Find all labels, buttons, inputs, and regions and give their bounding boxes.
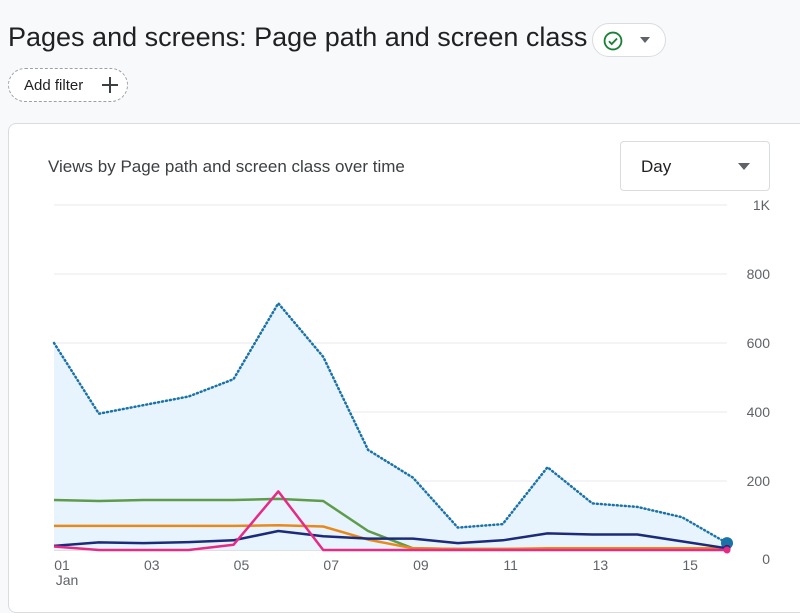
check-circle-icon bbox=[603, 31, 623, 51]
x-tick-label: 09 bbox=[413, 557, 429, 573]
plus-icon bbox=[102, 77, 118, 93]
chart-title: Views by Page path and screen class over… bbox=[48, 157, 405, 176]
x-tick-label: 11 bbox=[503, 557, 518, 573]
x-tick-label: 01 bbox=[54, 557, 70, 573]
add-filter-button[interactable]: Add filter bbox=[8, 68, 128, 102]
series-line-5 bbox=[53, 490, 727, 552]
y-tick-label: 400 bbox=[747, 404, 771, 420]
series-endpoint bbox=[723, 546, 731, 554]
page-title: Pages and screens: Page path and screen … bbox=[8, 22, 588, 52]
granularity-select[interactable]: Day bbox=[620, 141, 770, 191]
series-line-3 bbox=[54, 523, 727, 551]
dropdown-arrow-icon bbox=[738, 163, 750, 170]
series-endpoint bbox=[721, 537, 733, 550]
x-tick-label: 07 bbox=[323, 557, 339, 573]
series-line-1 bbox=[52, 302, 729, 545]
y-tick-label: 800 bbox=[747, 266, 771, 282]
series-area bbox=[54, 303, 727, 550]
y-tick-label: 200 bbox=[747, 473, 771, 489]
x-tick-sublabel: Jan bbox=[56, 572, 79, 588]
y-tick-label: 600 bbox=[747, 335, 771, 351]
x-tick-label: 13 bbox=[593, 557, 609, 573]
chevron-down-icon bbox=[640, 37, 650, 43]
add-filter-label: Add filter bbox=[24, 77, 84, 94]
series-line-4 bbox=[53, 529, 728, 550]
x-tick-label: 03 bbox=[144, 557, 160, 573]
y-tick-label: 0 bbox=[762, 551, 770, 567]
granularity-value: Day bbox=[641, 157, 672, 176]
x-tick-label: 05 bbox=[234, 557, 250, 573]
y-tick-label: 1K bbox=[753, 197, 771, 213]
x-tick-label: 15 bbox=[682, 557, 698, 573]
status-dropdown[interactable] bbox=[592, 23, 666, 57]
